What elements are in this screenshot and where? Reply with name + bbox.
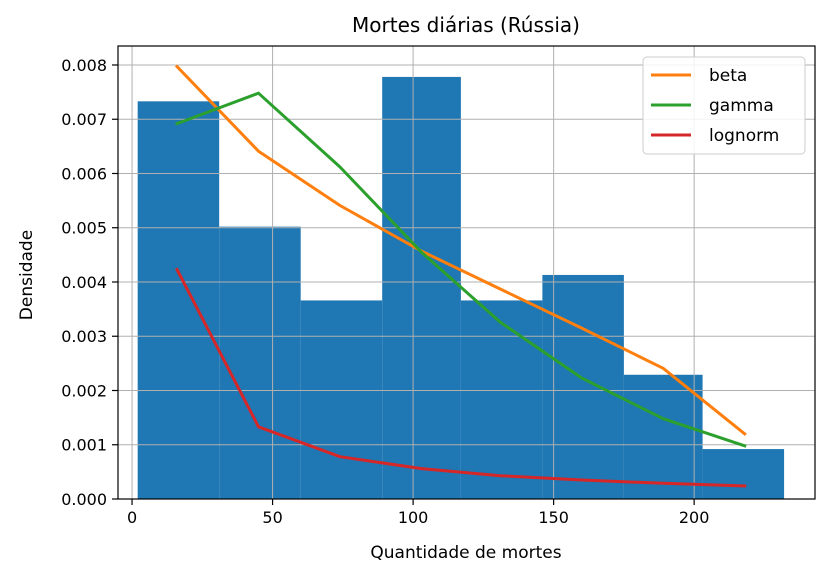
- ticks: 0 50 100 150 200 0.000 0.001 0.002 0.003 0.004 0.0…: [61, 56, 709, 527]
- y-tick-label: 0.001: [61, 436, 107, 455]
- x-tick-label: 50: [262, 508, 282, 527]
- histogram-bar: [300, 300, 383, 499]
- histogram-bar: [702, 449, 785, 499]
- chart-title: Mortes diárias (Rússia): [352, 13, 580, 37]
- histogram-bar: [382, 76, 461, 500]
- histogram-bar: [623, 374, 703, 499]
- y-tick-label: 0.003: [61, 327, 107, 346]
- y-tick-label: 0.000: [61, 490, 107, 509]
- y-tick-label: 0.002: [61, 381, 107, 400]
- y-tick-label: 0.006: [61, 164, 107, 183]
- x-tick-label: 100: [398, 508, 429, 527]
- histogram-bar: [137, 101, 220, 500]
- histogram-bars: [137, 76, 785, 500]
- y-tick-label: 0.005: [61, 219, 107, 238]
- series-line-lognorm: [174, 267, 747, 488]
- legend-label-lognorm: lognorm: [709, 126, 779, 146]
- y-tick-label: 0.004: [61, 273, 107, 292]
- histogram-bar: [219, 226, 301, 500]
- x-tick-label: 0: [127, 508, 137, 527]
- legend-label-gamma: gamma: [709, 96, 774, 116]
- x-axis-title: Quantidade de mortes: [370, 543, 561, 563]
- legend-box: [642, 56, 806, 155]
- x-tick-label: 150: [538, 508, 569, 527]
- axes: [117, 45, 816, 500]
- y-tick-label: 0.008: [61, 56, 107, 75]
- x-tick-label: 200: [679, 508, 710, 527]
- legend: beta gamma lognorm: [642, 56, 806, 155]
- y-axis-title: Densidade: [17, 230, 37, 320]
- histogram-bar: [542, 274, 624, 499]
- y-tick-label: 0.007: [61, 110, 107, 129]
- axes-frame: [117, 45, 816, 500]
- fit-lines: [174, 64, 747, 488]
- series-line-gamma: [175, 91, 747, 448]
- histogram-bar: [460, 300, 543, 499]
- legend-label-beta: beta: [709, 66, 747, 86]
- series-line-beta: [174, 64, 747, 437]
